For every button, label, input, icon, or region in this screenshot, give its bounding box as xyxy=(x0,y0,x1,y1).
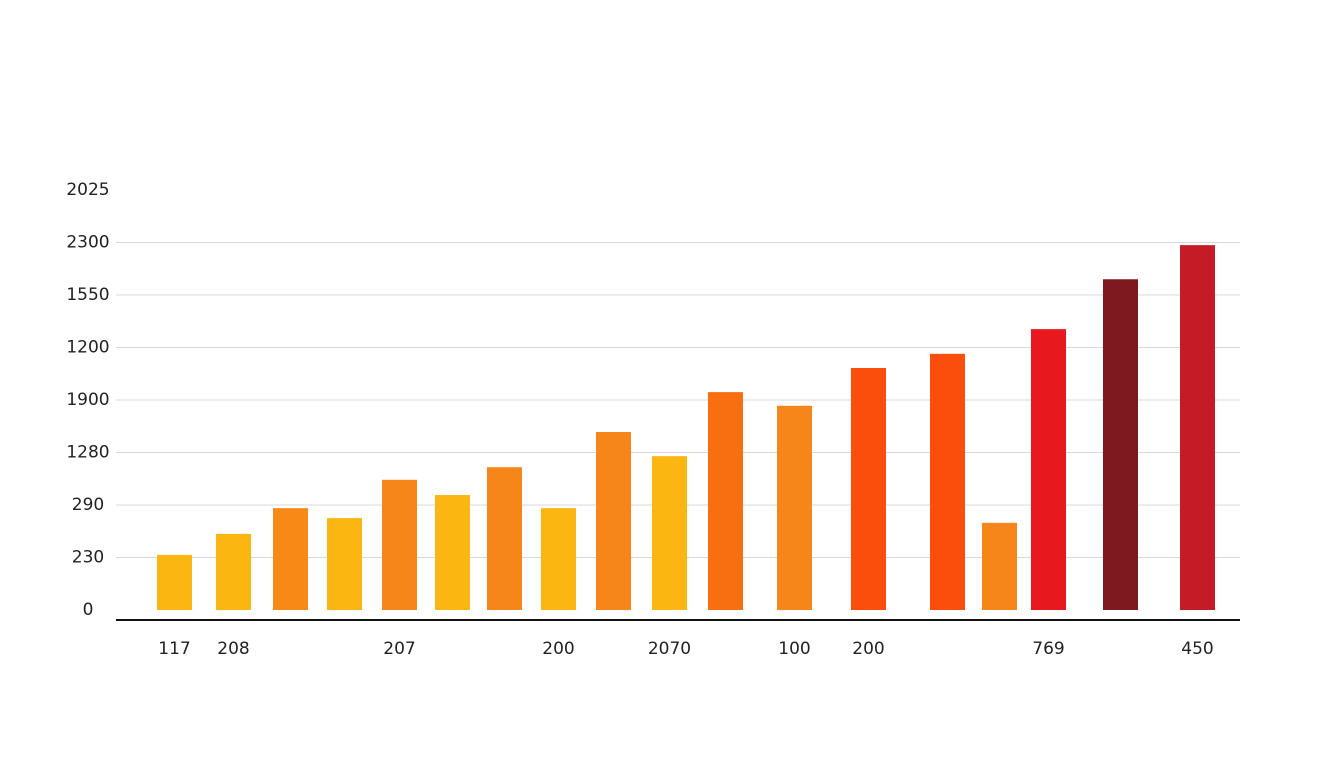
y-tick-label: 230 xyxy=(72,548,104,568)
bar xyxy=(1103,279,1138,610)
bar xyxy=(777,405,812,610)
bar xyxy=(851,367,886,610)
bar xyxy=(541,508,576,610)
x-tick-label: 208 xyxy=(217,639,249,659)
y-tick-label: 2300 xyxy=(66,233,109,253)
x-tick-label: 200 xyxy=(852,639,884,659)
bar xyxy=(216,533,251,610)
y-tick-label: 1200 xyxy=(66,338,109,358)
bar xyxy=(982,522,1017,610)
bar xyxy=(435,495,470,610)
x-tick-label: 450 xyxy=(1181,639,1213,659)
y-tick-label: 1280 xyxy=(66,443,109,463)
bar xyxy=(1180,245,1215,610)
x-tick-label: 117 xyxy=(158,639,190,659)
bar xyxy=(652,456,687,610)
bar xyxy=(708,392,743,610)
x-tick-label: 207 xyxy=(383,639,415,659)
y-tick-label: 0 xyxy=(83,600,94,620)
x-tick-label: 100 xyxy=(778,639,810,659)
y-tick-label: 2025 xyxy=(66,180,109,200)
bar xyxy=(487,467,522,610)
bar xyxy=(327,518,362,610)
x-tick-label: 769 xyxy=(1032,639,1064,659)
x-tick-label: 200 xyxy=(542,639,574,659)
y-tick-label: 1900 xyxy=(66,390,109,410)
y-tick-label: 290 xyxy=(72,495,104,515)
y-tick-label: 1550 xyxy=(66,285,109,305)
bar xyxy=(1031,329,1066,610)
bar xyxy=(382,479,417,610)
bar xyxy=(596,432,631,610)
x-tick-label: 2070 xyxy=(648,639,691,659)
bar xyxy=(930,353,965,610)
bar xyxy=(157,554,192,610)
bar xyxy=(273,508,308,610)
